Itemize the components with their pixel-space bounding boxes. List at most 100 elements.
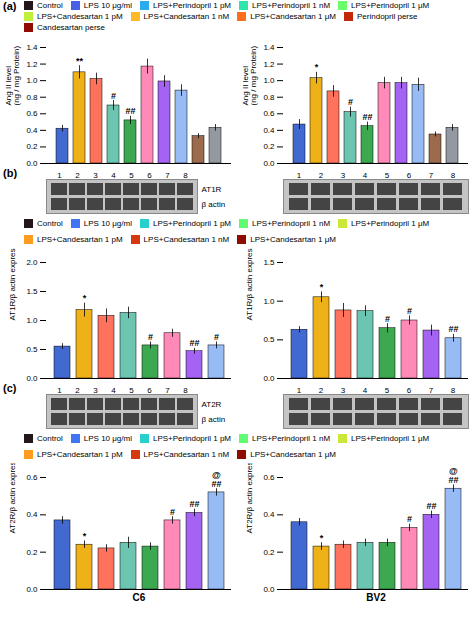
svg-text:0.0: 0.0 (26, 374, 38, 382)
svg-text:β actin: β actin (202, 415, 226, 424)
svg-text:##: ## (125, 106, 135, 116)
svg-text:1.0: 1.0 (26, 316, 38, 325)
svg-text:7: 7 (165, 171, 170, 180)
svg-text:1.0: 1.0 (263, 297, 275, 306)
svg-text:@: @ (212, 470, 221, 480)
svg-text:1: 1 (57, 386, 62, 395)
svg-text:0.5: 0.5 (26, 345, 38, 354)
svg-text:0.4: 0.4 (263, 510, 275, 519)
svg-text:1.4: 1.4 (26, 43, 38, 52)
svg-text:4: 4 (363, 386, 368, 395)
svg-text:4: 4 (363, 171, 368, 180)
svg-text:#: # (111, 91, 116, 101)
svg-text:3: 3 (341, 386, 346, 395)
svg-text:6: 6 (407, 171, 412, 180)
svg-text:0.0: 0.0 (263, 374, 275, 382)
svg-text:1: 1 (57, 171, 62, 180)
svg-text:7: 7 (429, 171, 434, 180)
svg-text:6: 6 (147, 171, 152, 180)
svg-text:0.0: 0.0 (26, 159, 38, 167)
svg-text:#: # (170, 507, 175, 517)
svg-text:0.5: 0.5 (263, 335, 275, 344)
svg-text:8: 8 (183, 171, 188, 180)
svg-text:#: # (214, 332, 219, 342)
svg-text:1.2: 1.2 (263, 60, 275, 69)
svg-text:AT2R/β actin expression: AT2R/β actin expression (8, 463, 17, 534)
svg-text:3: 3 (93, 171, 98, 180)
svg-text:0.0: 0.0 (263, 585, 275, 594)
svg-text:6: 6 (147, 386, 152, 395)
svg-text:##: ## (211, 479, 221, 489)
svg-text:#: # (407, 514, 412, 524)
svg-text:0.2: 0.2 (26, 548, 38, 557)
svg-text:##: ## (189, 338, 199, 348)
svg-text:1.0: 1.0 (263, 76, 275, 85)
svg-text:0.4: 0.4 (26, 126, 38, 135)
svg-text:0.6: 0.6 (26, 473, 38, 482)
svg-text:##: ## (448, 324, 458, 334)
svg-text:*: * (83, 531, 87, 541)
svg-text:3: 3 (93, 386, 98, 395)
svg-text:0.6: 0.6 (263, 109, 275, 118)
svg-text:1.4: 1.4 (263, 43, 275, 52)
svg-text:#: # (407, 306, 412, 316)
svg-text:5: 5 (129, 386, 134, 395)
svg-text:#: # (148, 332, 153, 342)
svg-text:*: * (320, 282, 324, 292)
svg-text:5: 5 (385, 386, 390, 395)
svg-text:4: 4 (111, 386, 116, 395)
svg-text:**: ** (76, 56, 84, 66)
svg-text:*: * (320, 533, 324, 543)
svg-text:0.0: 0.0 (263, 159, 275, 167)
svg-text:4: 4 (111, 171, 116, 180)
svg-text:1.5: 1.5 (26, 287, 38, 296)
svg-text:BV2: BV2 (366, 592, 386, 603)
svg-text:0.4: 0.4 (26, 510, 38, 519)
svg-text:1.0: 1.0 (26, 76, 38, 85)
svg-text:2: 2 (75, 386, 80, 395)
svg-text:AT2R: AT2R (202, 400, 222, 409)
svg-text:1.2: 1.2 (26, 60, 38, 69)
svg-text:7: 7 (165, 386, 170, 395)
svg-text:β actin: β actin (202, 200, 226, 209)
svg-text:2: 2 (319, 171, 324, 180)
svg-text:Ang II level(ng / mg Protein): Ang II level(ng / mg Protein) (4, 46, 21, 106)
svg-text:Ang II level(ng / mg Protein): Ang II level(ng / mg Protein) (241, 46, 258, 106)
svg-text:0.0: 0.0 (26, 585, 38, 594)
svg-text:##: ## (362, 112, 372, 122)
svg-text:AT2R/β actin expression: AT2R/β actin expression (245, 463, 254, 534)
svg-text:5: 5 (129, 171, 134, 180)
svg-text:0.8: 0.8 (26, 93, 38, 102)
svg-text:7: 7 (429, 386, 434, 395)
svg-text:#: # (348, 97, 353, 107)
svg-text:5: 5 (385, 171, 390, 180)
svg-text:#: # (385, 314, 390, 324)
svg-text:*: * (315, 62, 319, 72)
svg-text:0.4: 0.4 (263, 126, 275, 135)
svg-text:##: ## (448, 475, 458, 485)
svg-text:3: 3 (341, 171, 346, 180)
svg-text:##: ## (426, 501, 436, 511)
svg-text:0.2: 0.2 (263, 142, 275, 151)
svg-text:0.2: 0.2 (263, 548, 275, 557)
svg-text:1: 1 (297, 386, 302, 395)
svg-text:1.5: 1.5 (263, 258, 275, 267)
svg-text:0.8: 0.8 (263, 93, 275, 102)
svg-text:0.6: 0.6 (263, 473, 275, 482)
svg-text:2: 2 (319, 386, 324, 395)
svg-text:@: @ (449, 466, 458, 476)
svg-text:8: 8 (451, 386, 456, 395)
svg-text:8: 8 (451, 171, 456, 180)
svg-text:##: ## (189, 499, 199, 509)
svg-text:0.2: 0.2 (26, 142, 38, 151)
svg-text:*: * (83, 293, 87, 303)
svg-text:1: 1 (297, 171, 302, 180)
svg-text:2.0: 2.0 (26, 258, 38, 267)
svg-text:6: 6 (407, 386, 412, 395)
svg-text:8: 8 (183, 386, 188, 395)
svg-text:C6: C6 (133, 592, 146, 603)
svg-text:AT1R/β actin expression: AT1R/β actin expression (245, 248, 254, 321)
svg-text:0.6: 0.6 (26, 109, 38, 118)
svg-text:AT1R/β actin expression: AT1R/β actin expression (8, 248, 17, 321)
svg-text:AT1R: AT1R (202, 185, 222, 194)
